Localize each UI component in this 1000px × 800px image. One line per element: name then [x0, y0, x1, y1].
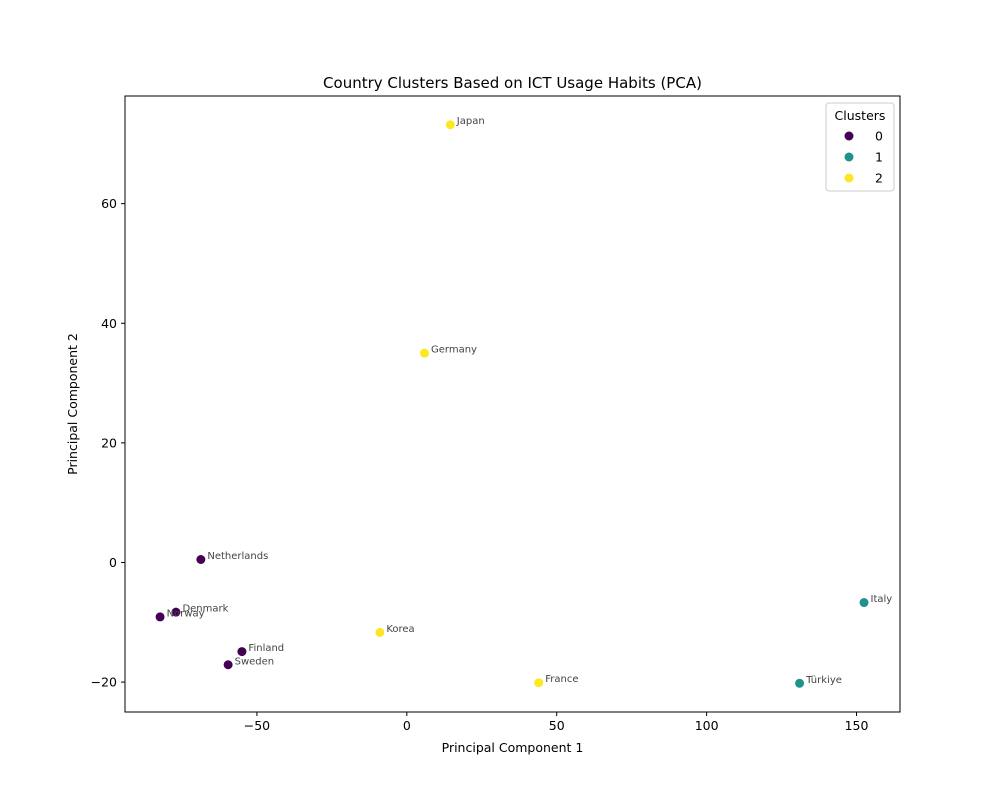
data-point-netherlands	[196, 554, 206, 564]
legend-box	[825, 102, 895, 192]
y-axis: −20 0 20 40 60	[91, 196, 125, 690]
y-tick-label: 20	[101, 435, 117, 450]
legend-title: Clusters	[835, 108, 886, 123]
point-label-finland: Finland	[248, 643, 284, 654]
data-point-germany	[420, 348, 430, 358]
y-tick-label: 60	[101, 196, 117, 211]
chart-title: Country Clusters Based on ICT Usage Habi…	[323, 74, 702, 92]
data-point-sweden	[223, 660, 233, 670]
x-axis: −50 0 50 100 150	[244, 712, 869, 733]
legend-label-2: 2	[875, 171, 883, 186]
legend-label-0: 0	[875, 129, 883, 144]
legend-label-1: 1	[875, 150, 883, 165]
plot-frame	[124, 95, 901, 713]
point-label-germany: Germany	[431, 345, 477, 356]
x-tick-label: 50	[549, 718, 565, 733]
x-tick-label: −50	[244, 718, 270, 733]
legend-marker-1	[844, 152, 854, 162]
point-label-denmark: Denmark	[182, 604, 228, 615]
point-label-norway: Norway	[167, 608, 205, 619]
point-label-japan: Japan	[456, 116, 485, 127]
y-tick-label: −20	[91, 675, 117, 690]
data-point-denmark	[171, 607, 181, 617]
legend-marker-0	[844, 131, 854, 141]
data-point-italy	[859, 598, 869, 608]
x-tick-label: 0	[403, 718, 411, 733]
x-axis-label: Principal Component 1	[442, 740, 584, 755]
y-tick-label: 0	[109, 555, 117, 570]
point-label-netherlands: Netherlands	[207, 551, 268, 562]
data-point-türkiye	[795, 678, 805, 688]
legend: Clusters 0 1 2	[825, 102, 895, 192]
data-point-korea	[375, 627, 385, 637]
y-tick-label: 40	[101, 316, 117, 331]
point-label-france: France	[545, 674, 578, 685]
data-point-france	[534, 678, 544, 688]
point-label-korea: Korea	[386, 624, 414, 635]
y-axis-label: Principal Component 2	[65, 333, 80, 475]
data-point-japan	[445, 120, 455, 130]
x-tick-label: 100	[695, 718, 719, 733]
point-label-sweden: Sweden	[235, 656, 275, 667]
point-label-italy: Italy	[871, 594, 893, 605]
x-tick-label: 150	[845, 718, 869, 733]
data-point-finland	[237, 647, 247, 657]
legend-marker-2	[844, 173, 854, 183]
point-label-türkiye: Türkiye	[805, 675, 842, 686]
data-point-norway	[155, 612, 165, 622]
